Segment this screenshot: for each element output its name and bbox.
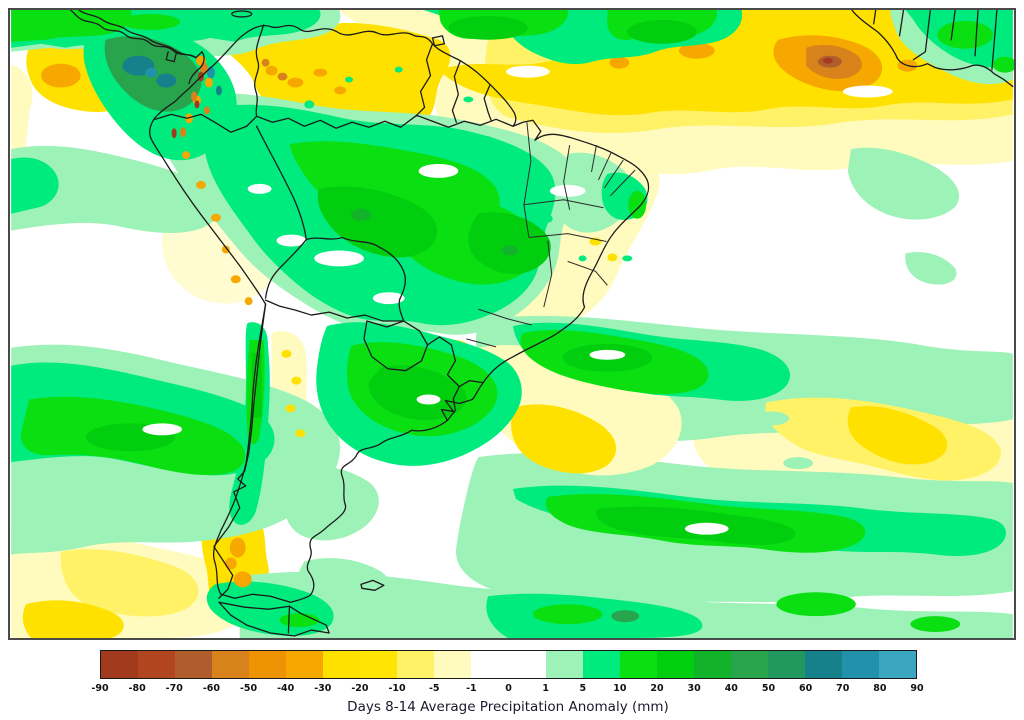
colorbar-segment xyxy=(767,651,805,678)
border-peru-bolivia xyxy=(264,238,307,299)
border-uruguay xyxy=(446,379,484,422)
border-paraguay xyxy=(363,320,429,372)
colorbar-segment xyxy=(656,651,694,678)
colorbar-segment xyxy=(841,651,879,678)
brazil-state-borders xyxy=(466,122,636,348)
colorbar-tick-label: -80 xyxy=(128,683,146,694)
colorbar-title: Days 8-14 Average Precipitation Anomaly … xyxy=(347,699,669,715)
colorbar-tick-label: 1 xyxy=(542,683,549,694)
africa-coastline xyxy=(851,10,1014,88)
colorbar-segment xyxy=(175,651,213,678)
border-brazil-north xyxy=(255,114,514,129)
colorbar-segment xyxy=(545,651,583,678)
colorbar-segment xyxy=(804,651,842,678)
colorbar-tick-label: 30 xyxy=(687,683,701,694)
border-suriname-french-guiana xyxy=(483,83,492,121)
colorbar-segment xyxy=(582,651,620,678)
colorbar-tick-label: 70 xyxy=(836,683,850,694)
border-bolivia-brazil xyxy=(305,236,406,322)
border-bolivia-south xyxy=(264,299,405,322)
colorbar-segment xyxy=(101,651,139,678)
colorbar-tick-label: 20 xyxy=(650,683,664,694)
central-america-coastline xyxy=(70,10,203,59)
colorbar-segment xyxy=(730,651,768,678)
trinidad-outline xyxy=(431,35,446,47)
colorbar-segment xyxy=(212,651,250,678)
precipitation-anomaly-map xyxy=(8,8,1016,640)
map-canvas xyxy=(11,10,1014,638)
colorbar-segment xyxy=(878,651,917,678)
colorbar-segment xyxy=(619,651,657,678)
colorbar-tick-label: -1 xyxy=(466,683,477,694)
border-argentina-brazil xyxy=(426,336,460,388)
colorbar-tick-label: 5 xyxy=(579,683,587,694)
colorbar-tick-label: 60 xyxy=(798,683,813,694)
falkland-islands-outline xyxy=(360,579,385,591)
colorbar-segment xyxy=(508,651,546,678)
anomaly-fill-layer xyxy=(11,10,1014,638)
border-peru-brazil xyxy=(255,125,307,241)
colorbar-tick-label: -70 xyxy=(165,683,183,694)
colorbar-tick-label: -20 xyxy=(351,683,369,694)
colorbar-segment xyxy=(471,651,509,678)
colorbar-segment xyxy=(360,651,398,678)
colorbar-tick-label: 80 xyxy=(873,683,887,694)
country-borders xyxy=(70,10,1014,637)
border-venezuela-guyana xyxy=(415,43,434,116)
colorbar-segment xyxy=(323,651,361,678)
colorbar-tick-label: -40 xyxy=(277,683,295,694)
colorbar-tick-label: -60 xyxy=(202,683,220,694)
colorbar-tick-label: -50 xyxy=(239,683,258,694)
colorbar-tick-label: 40 xyxy=(724,683,738,694)
colorbar xyxy=(100,650,917,679)
border-colombia-ecuador-peru xyxy=(154,113,258,133)
border-colombia-venezuela xyxy=(254,24,265,117)
border-guyana-suriname xyxy=(451,60,461,123)
colorbar-segment xyxy=(397,651,435,678)
colorbar-tick-label: 50 xyxy=(761,683,776,694)
colorbar-segment xyxy=(693,651,731,678)
border-chile-argentina xyxy=(213,303,267,599)
colorbar-tick-label: 90 xyxy=(910,683,924,694)
colorbar-segment xyxy=(286,651,324,678)
tierra-del-fuego-coastline xyxy=(218,601,330,637)
colorbar-tick-label: -30 xyxy=(314,683,332,694)
colorbar-ticks: -90 -80 -70 -60 -50 -40 -30 -20 -10 -5 -1 0 1 5 10 20 30… xyxy=(91,683,923,695)
colorbar-tick-label: -5 xyxy=(428,683,440,694)
colorbar-segment xyxy=(249,651,287,678)
colorbar-tick-label: 10 xyxy=(613,683,627,694)
colorbar-segment xyxy=(434,651,472,678)
colorbar-tick-label: -10 xyxy=(388,683,406,694)
colorbar-segment xyxy=(138,651,176,678)
colorbar-tick-label: 0 xyxy=(505,683,512,694)
colorbar-tick-label: -90 xyxy=(91,683,109,694)
white-contour-gaps xyxy=(142,65,893,535)
